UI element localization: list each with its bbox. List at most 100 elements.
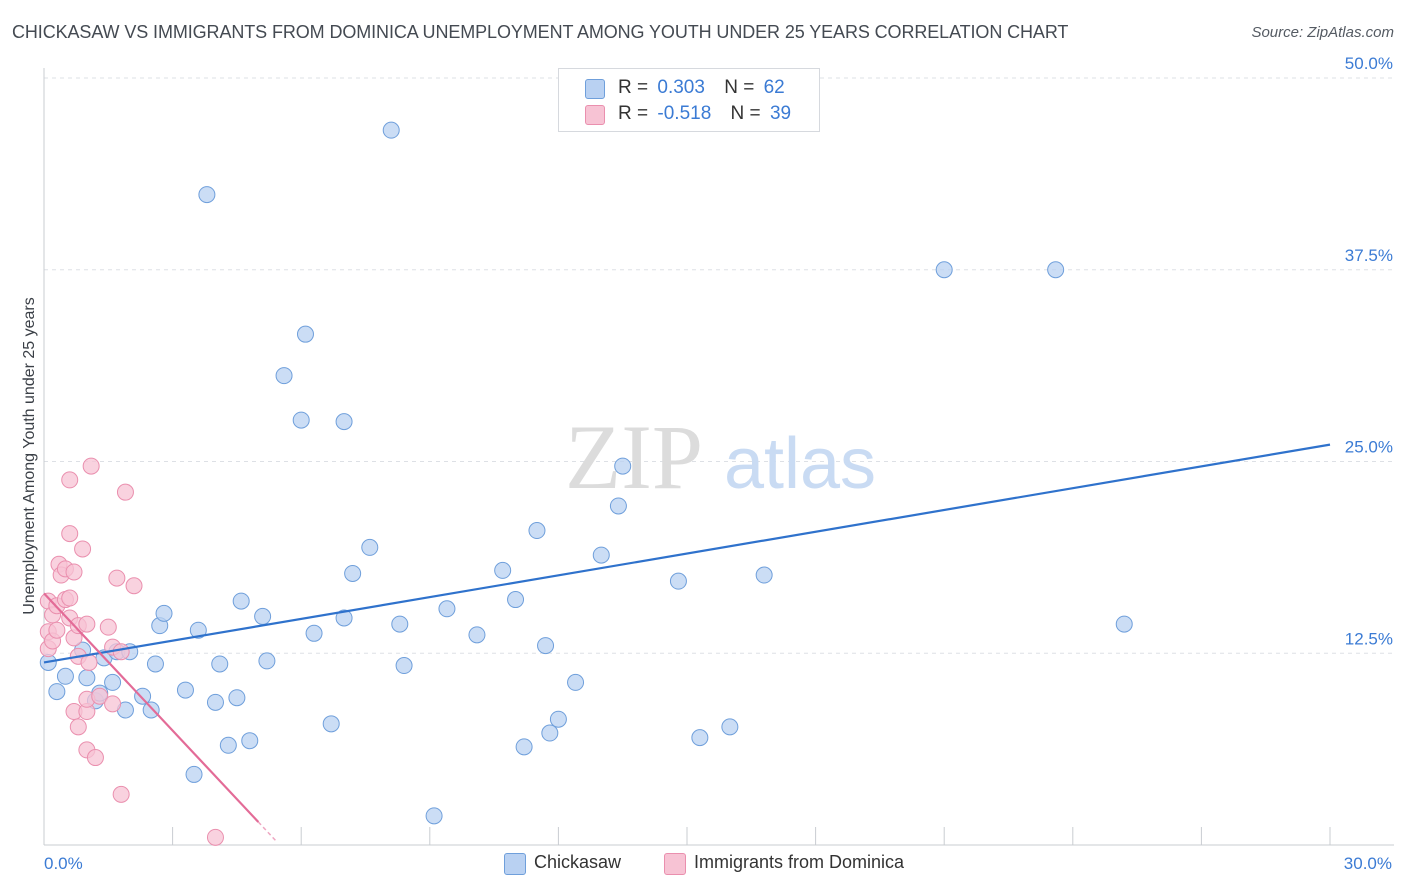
point-dominica — [91, 687, 109, 705]
legend-r-value: -0.518 — [657, 103, 712, 124]
watermark-atlas: atlas — [724, 424, 876, 504]
point-chickasaw — [241, 732, 259, 750]
point-chickasaw — [494, 561, 512, 579]
point-chickasaw — [56, 667, 74, 685]
point-chickasaw — [206, 693, 224, 711]
point-chickasaw — [344, 564, 362, 582]
point-chickasaw — [361, 538, 379, 556]
point-chickasaw — [228, 689, 246, 707]
point-chickasaw — [515, 738, 533, 756]
trend-extension-dominica — [257, 821, 277, 841]
point-chickasaw — [549, 710, 567, 728]
source-label: Source: ZipAtlas.com — [1251, 24, 1394, 41]
point-chickasaw — [335, 413, 353, 431]
trend-line-chickasaw — [43, 443, 1331, 664]
point-dominica — [61, 471, 79, 489]
point-chickasaw — [592, 546, 610, 564]
point-chickasaw — [48, 683, 66, 701]
watermark: ZIP atlas — [565, 406, 876, 508]
y-tick-label: 37.5% — [1345, 246, 1393, 265]
point-chickasaw — [305, 624, 323, 642]
point-chickasaw — [142, 701, 160, 719]
point-chickasaw — [691, 729, 709, 747]
trend-line-dominica — [43, 592, 260, 823]
point-chickasaw — [219, 736, 237, 754]
point-chickasaw — [211, 655, 229, 673]
point-chickasaw — [232, 592, 250, 610]
point-chickasaw — [1047, 261, 1065, 279]
x-tick-label: 30.0% — [1344, 854, 1392, 873]
x-tick-label: 0.0% — [44, 854, 83, 873]
point-chickasaw — [104, 673, 122, 691]
point-chickasaw — [78, 669, 96, 687]
point-chickasaw — [537, 637, 555, 655]
point-dominica — [108, 569, 126, 587]
point-dominica — [104, 695, 122, 713]
point-dominica — [86, 749, 104, 767]
legend-r-label: R = — [618, 77, 649, 98]
point-dominica — [116, 483, 134, 501]
grid-layer — [44, 77, 1394, 654]
legend-n-label: N = — [730, 103, 761, 124]
y-tick-label: 50.0% — [1345, 54, 1393, 73]
point-chickasaw — [176, 681, 194, 699]
point-dominica — [78, 615, 96, 633]
point-dominica — [125, 577, 143, 595]
bottom-legend-label-chickasaw: Chickasaw — [534, 852, 622, 872]
point-dominica — [61, 589, 79, 607]
point-chickasaw — [296, 325, 314, 343]
point-chickasaw — [541, 724, 559, 742]
point-chickasaw — [189, 621, 207, 639]
point-chickasaw — [335, 609, 353, 627]
y-tick-label: 25.0% — [1345, 438, 1393, 457]
legend-swatch-chickasaw — [585, 79, 605, 99]
point-chickasaw — [275, 367, 293, 385]
y-tick-label: 12.5% — [1345, 629, 1393, 648]
chart-title: CHICKASAW VS IMMIGRANTS FROM DOMINICA UN… — [12, 22, 1069, 42]
point-dominica — [206, 828, 224, 846]
legend-n-value: 39 — [769, 103, 792, 124]
point-dominica — [112, 785, 130, 803]
point-dominica — [82, 457, 100, 475]
point-chickasaw — [468, 626, 486, 644]
point-chickasaw — [146, 655, 164, 673]
point-chickasaw — [391, 615, 409, 633]
point-chickasaw — [721, 718, 739, 736]
legend-stats-dominica: R = -0.518 N = 39 — [618, 103, 791, 125]
point-chickasaw — [669, 572, 687, 590]
stats-legend: R = 0.303 N = 62 R = -0.518 N = 39 — [558, 68, 820, 132]
point-chickasaw — [609, 497, 627, 515]
trend-layer — [43, 443, 1331, 841]
point-chickasaw — [1115, 615, 1133, 633]
point-chickasaw — [425, 807, 443, 825]
point-dominica — [61, 525, 79, 543]
legend-stats-chickasaw: R = 0.303 N = 62 — [618, 77, 785, 99]
point-chickasaw — [198, 186, 216, 204]
point-chickasaw — [567, 673, 585, 691]
point-chickasaw — [134, 687, 152, 705]
point-chickasaw — [395, 657, 413, 675]
legend-n-value: 62 — [763, 77, 785, 98]
point-dominica — [99, 618, 117, 636]
point-dominica — [69, 718, 87, 736]
point-dominica — [74, 540, 92, 558]
point-dominica — [65, 563, 83, 581]
point-chickasaw — [258, 652, 276, 670]
bottom-legend-label-dominica: Immigrants from Dominica — [694, 852, 905, 872]
point-chickasaw — [382, 121, 400, 139]
point-chickasaw — [438, 600, 456, 618]
bottom-legend-swatch-chickasaw — [504, 853, 526, 875]
point-chickasaw — [155, 604, 173, 622]
point-dominica — [112, 643, 130, 661]
point-chickasaw — [507, 591, 525, 609]
axis-layer: 12.5% 25.0% 37.5% 50.0% 0.0% 30.0% — [43, 54, 1394, 873]
y-axis-label: Unemployment Among Youth under 25 years — [21, 297, 38, 615]
point-chickasaw — [292, 411, 310, 429]
watermark-zip: ZIP — [565, 406, 703, 508]
point-chickasaw — [322, 715, 340, 733]
legend-r-value: 0.303 — [657, 77, 705, 98]
bottom-legend-swatch-dominica — [664, 853, 686, 875]
point-dominica — [48, 621, 66, 639]
legend-r-label: R = — [618, 103, 649, 124]
